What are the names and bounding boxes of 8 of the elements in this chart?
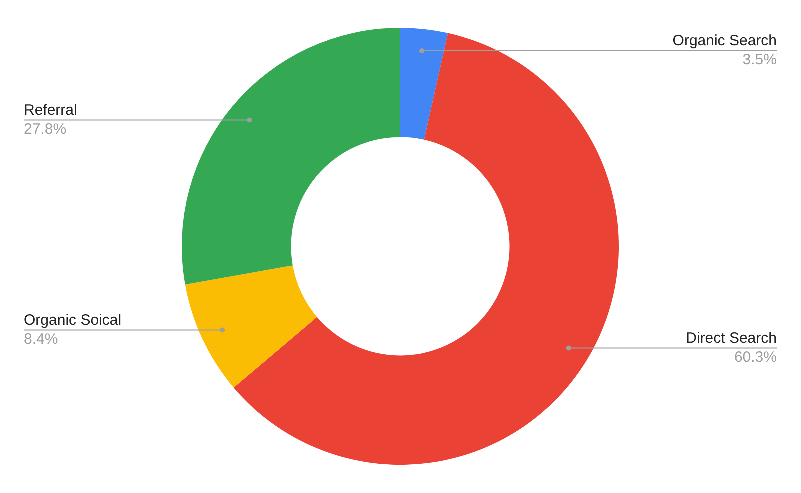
data-label: 27.8% (24, 120, 67, 138)
slice-label: Organic Soical (24, 312, 122, 329)
data-label: 3.5% (742, 52, 777, 69)
slice-label: Referral (24, 102, 78, 119)
data-label: 60.3% (734, 348, 777, 366)
slice-label: Direct Search (686, 330, 777, 347)
slice-label: Organic Search (672, 32, 777, 50)
data-label: 8.4% (24, 330, 58, 348)
